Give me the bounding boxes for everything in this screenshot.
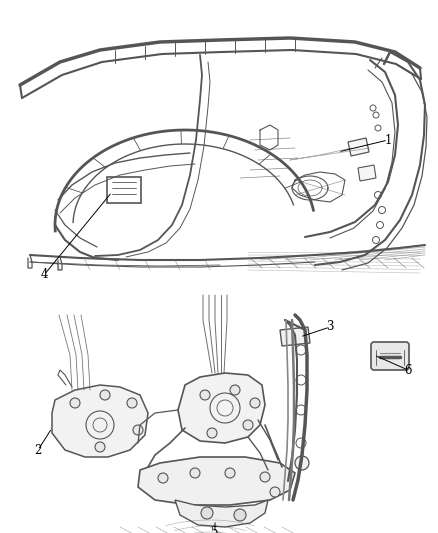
Text: 4: 4 — [40, 269, 48, 281]
Circle shape — [190, 468, 200, 478]
Text: 5: 5 — [211, 527, 219, 533]
Circle shape — [95, 442, 105, 452]
FancyBboxPatch shape — [107, 177, 141, 203]
Circle shape — [207, 428, 217, 438]
Text: 6: 6 — [404, 364, 412, 376]
Circle shape — [295, 456, 309, 470]
Circle shape — [234, 509, 246, 521]
Circle shape — [201, 507, 213, 519]
Circle shape — [100, 390, 110, 400]
Circle shape — [270, 487, 280, 497]
Circle shape — [158, 473, 168, 483]
Polygon shape — [348, 138, 369, 156]
Polygon shape — [280, 327, 310, 346]
Circle shape — [127, 398, 137, 408]
Text: 2: 2 — [34, 443, 42, 456]
Circle shape — [70, 398, 80, 408]
Polygon shape — [52, 385, 148, 457]
Polygon shape — [175, 500, 268, 527]
Circle shape — [200, 390, 210, 400]
Circle shape — [133, 425, 143, 435]
FancyBboxPatch shape — [371, 342, 409, 370]
Circle shape — [230, 385, 240, 395]
Circle shape — [225, 468, 235, 478]
Circle shape — [243, 420, 253, 430]
Polygon shape — [358, 165, 376, 181]
Polygon shape — [138, 457, 295, 505]
Circle shape — [260, 472, 270, 482]
Text: 1: 1 — [384, 133, 392, 147]
Text: 3: 3 — [326, 320, 334, 334]
Polygon shape — [178, 373, 265, 443]
Circle shape — [250, 398, 260, 408]
